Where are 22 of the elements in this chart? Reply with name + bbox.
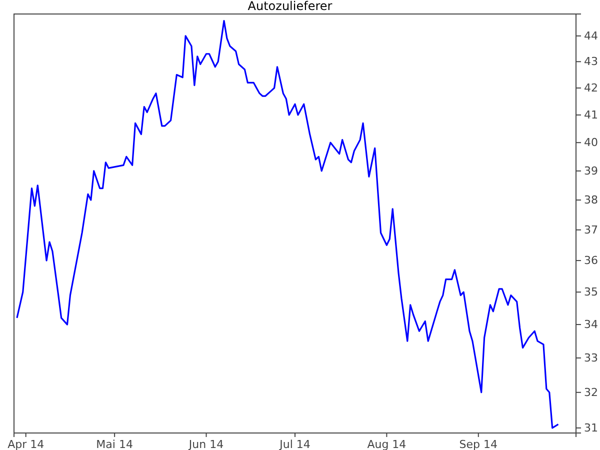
x-tick-label: Jul 14 <box>278 438 310 450</box>
y-tick-label: 42 <box>584 82 598 95</box>
y-tick-label: 36 <box>584 254 598 268</box>
y-tick-label: 38 <box>584 194 598 207</box>
y-tick-label: 33 <box>584 351 598 364</box>
x-tick-label: Aug 14 <box>367 438 406 450</box>
y-tick-label: 41 <box>584 108 598 122</box>
y-tick-label: 43 <box>584 55 598 68</box>
y-tick-label: 40 <box>584 136 598 150</box>
y-tick-label: 35 <box>584 286 598 299</box>
y-tick-label: 37 <box>584 223 598 236</box>
line-series <box>16 20 560 429</box>
chart-title: Autozulieferer <box>248 0 332 13</box>
x-tick-label: Mai 14 <box>96 438 133 450</box>
y-tick-label: 32 <box>584 386 598 399</box>
x-tick-label: Sep 14 <box>459 438 498 450</box>
y-tick-label: 44 <box>584 29 598 42</box>
y-tick-label: 34 <box>584 318 598 332</box>
x-tick-label: Apr 14 <box>8 438 44 450</box>
y-tick-label: 31 <box>584 421 598 434</box>
x-tick-label: Jun 14 <box>188 438 224 450</box>
y-tick-label: 39 <box>584 164 598 178</box>
